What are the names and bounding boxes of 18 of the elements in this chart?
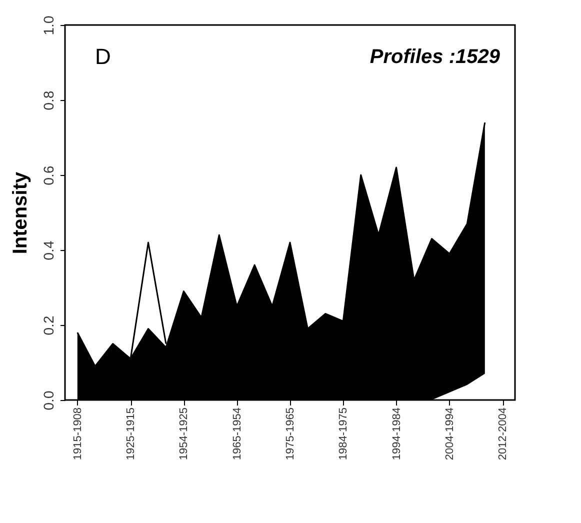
x-tick-label: 1984-1975 [338,408,350,460]
annotation: Profiles :1529 [370,46,501,68]
annotation: D [95,44,111,69]
x-tick-label: 1965-1954 [231,408,244,460]
y-tick-label: 0.4 [40,240,56,260]
y-tick-label: 0.0 [40,390,56,410]
y-tick-label: 0.6 [40,166,56,186]
x-tick-label: 2012-2004 [497,408,510,460]
x-tick-label: 1994-1984 [390,408,403,460]
x-tick-label: 1925-1915 [125,408,138,460]
x-tick-label: 2004-1994 [444,408,456,460]
y-axis-title: Intensity [10,171,32,254]
y-tick-label: 0.2 [40,316,56,336]
x-tick-label: 1915-1908 [72,408,84,460]
x-tick-label: 1954-1925 [178,408,190,460]
x-tick-label: 1975-1965 [284,408,296,460]
y-tick-label: 0.8 [40,90,56,110]
y-tick-label: 1.0 [40,16,56,36]
